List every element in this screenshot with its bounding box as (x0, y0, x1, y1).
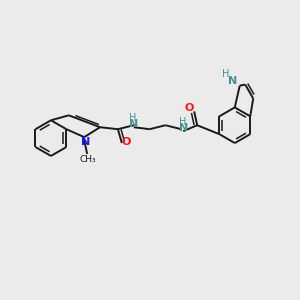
Text: N: N (129, 119, 138, 129)
Text: O: O (121, 137, 130, 147)
Text: H: H (129, 113, 136, 123)
Text: N: N (81, 137, 90, 147)
Text: CH₃: CH₃ (80, 155, 97, 164)
Text: N: N (179, 123, 188, 133)
Text: N: N (228, 76, 237, 85)
Text: O: O (184, 103, 194, 113)
Text: H: H (222, 69, 230, 79)
Text: H: H (178, 117, 186, 127)
